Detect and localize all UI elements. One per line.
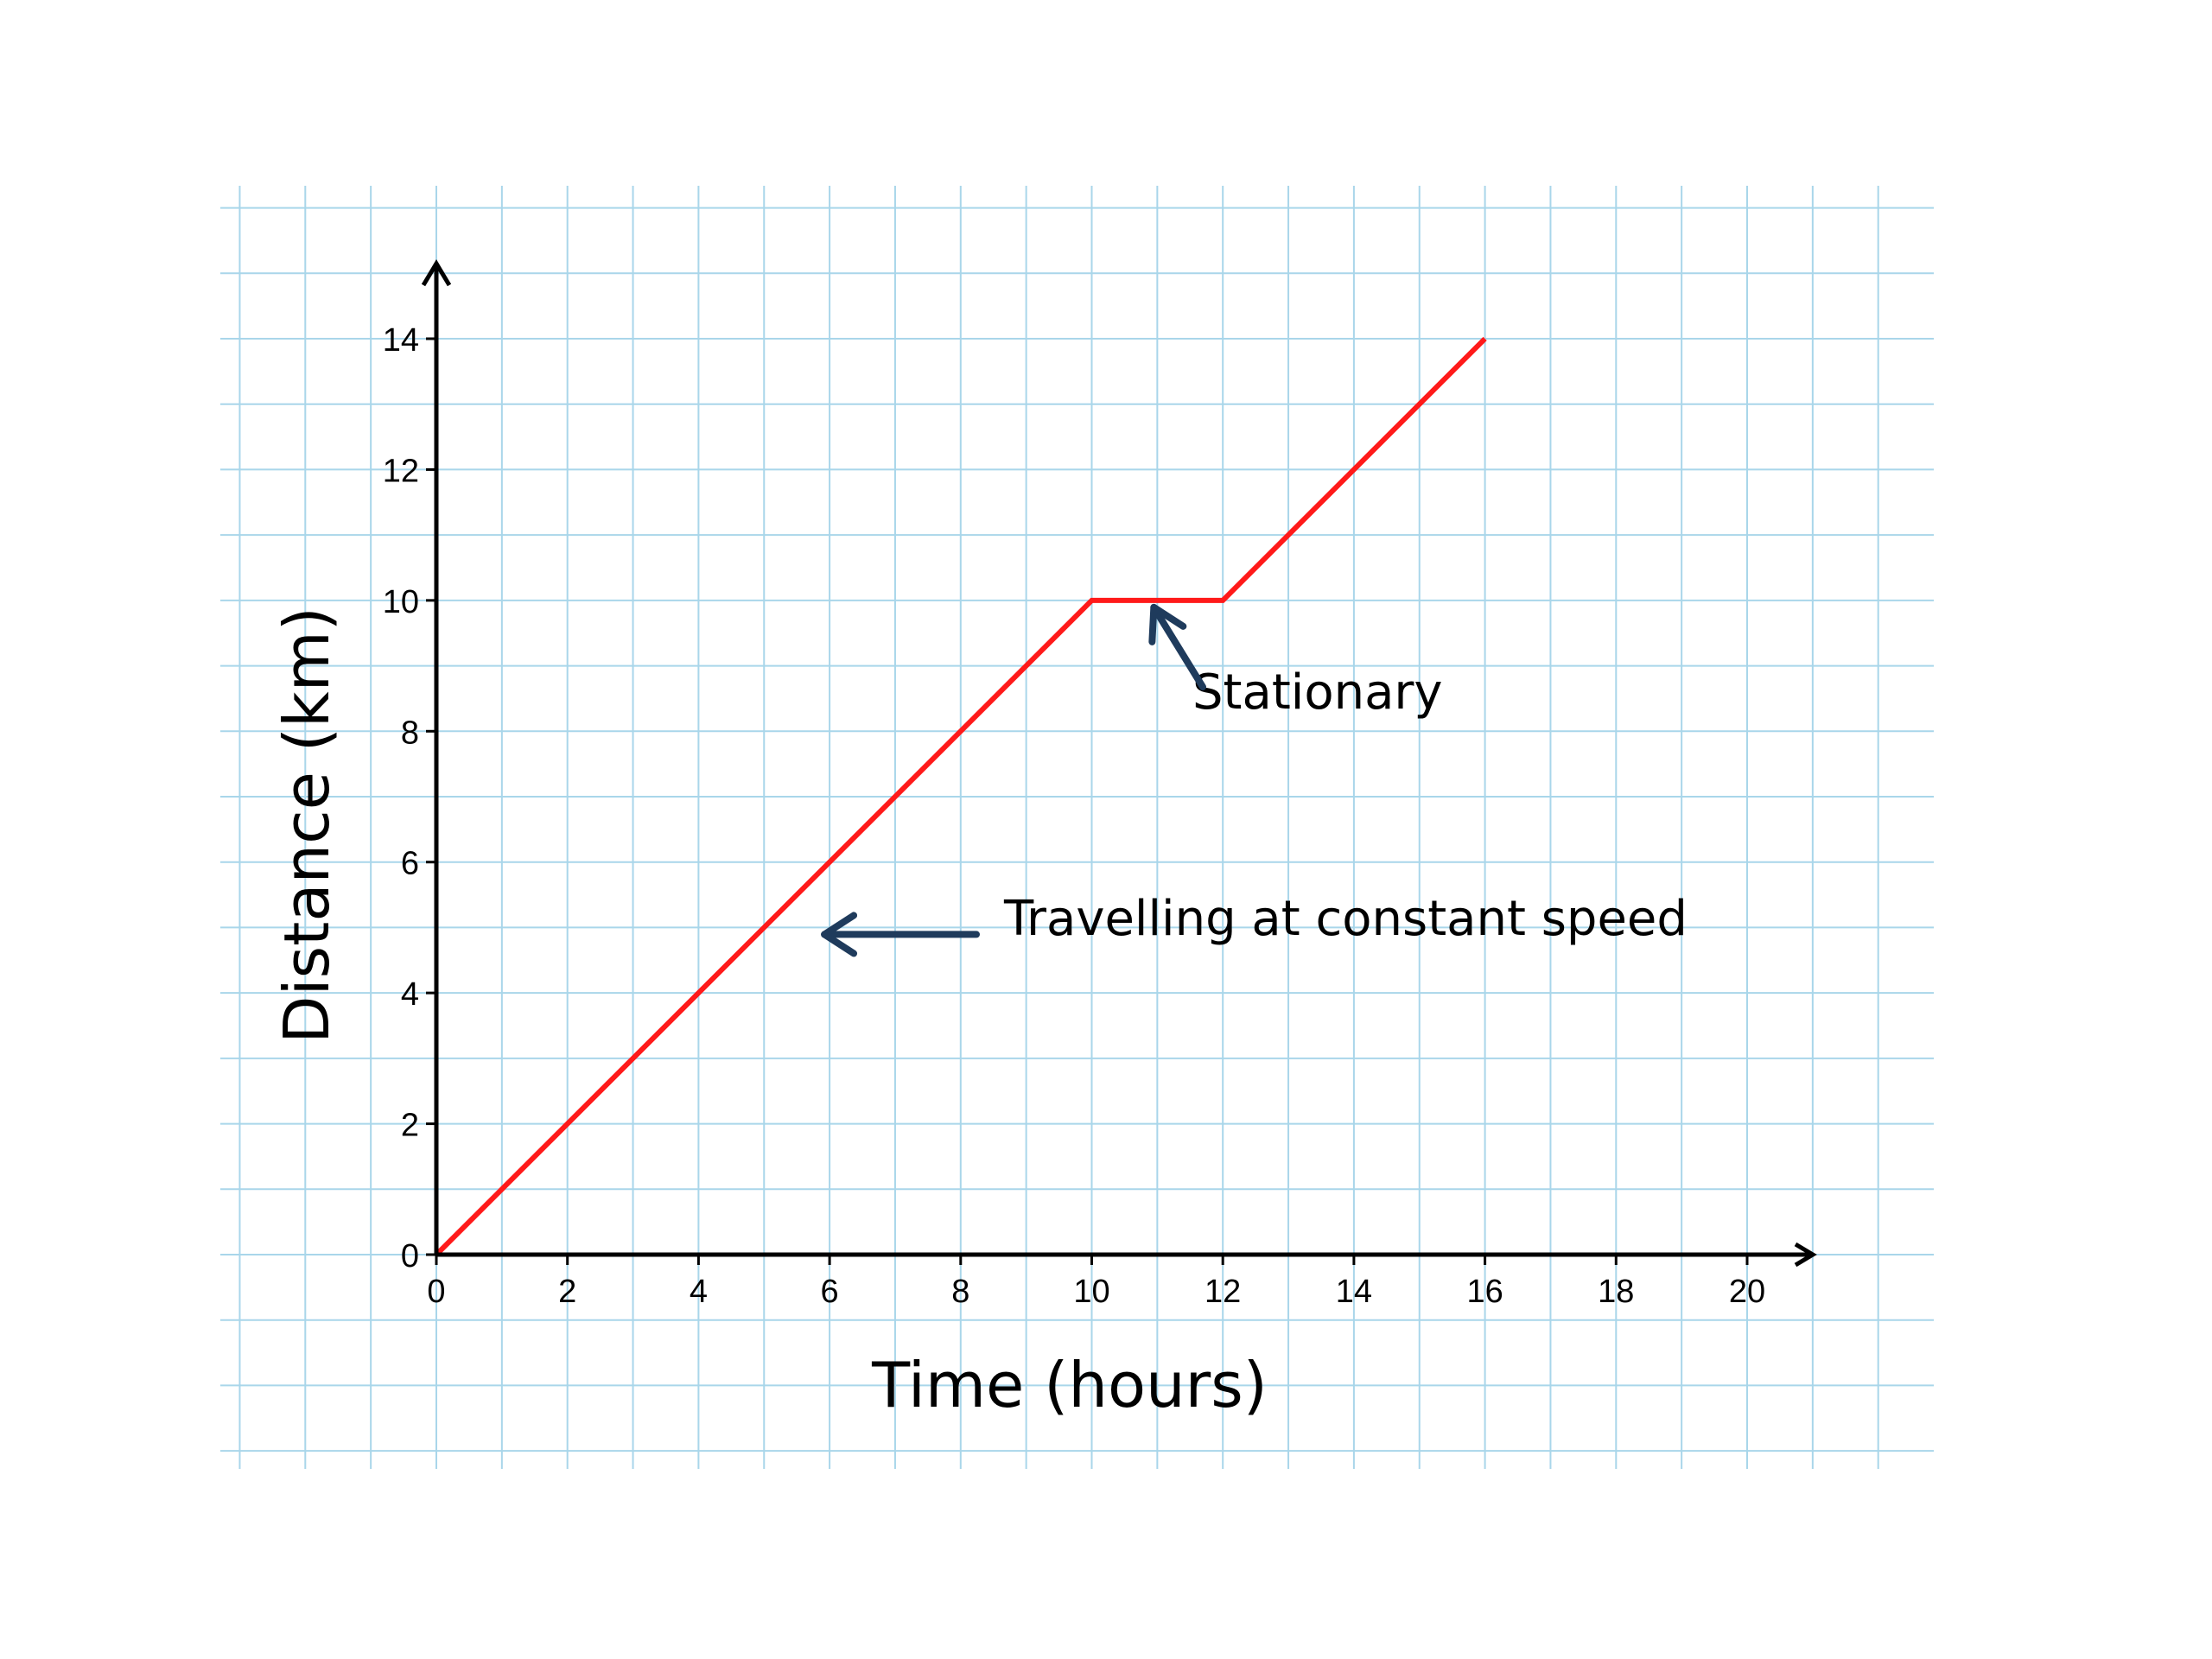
- series-layer: [434, 336, 1487, 1257]
- x-tick-label-20: 20: [1729, 1274, 1765, 1310]
- x-axis-title: Time (hours): [871, 1349, 1268, 1421]
- x-tick-label-12: 12: [1205, 1274, 1241, 1310]
- y-tick-label-6: 6: [401, 846, 419, 882]
- series-line-0: [434, 336, 1487, 1257]
- x-tick-label-8: 8: [951, 1274, 969, 1310]
- tick-labels: 0 2 4 6 8 10 12 14 16 18 20 0 2 4 6 8 10 12 14: [383, 322, 1765, 1310]
- x-tick-label-4: 4: [690, 1274, 708, 1310]
- axes: [421, 259, 1817, 1268]
- axis-ticks: [426, 337, 1749, 1265]
- y-tick-label-8: 8: [401, 715, 419, 751]
- y-tick-label-10: 10: [383, 584, 419, 620]
- annotations: Stationary Travelling at constant speed: [821, 603, 1688, 957]
- x-axis-arrowhead: [1794, 1242, 1817, 1268]
- y-axis-arrowhead: [421, 259, 452, 287]
- x-tick-label-0: 0: [427, 1274, 445, 1310]
- y-tick-label-4: 4: [401, 976, 419, 1013]
- annotation-constant-speed: Travelling at constant speed: [1003, 891, 1688, 947]
- x-tick-label-18: 18: [1598, 1274, 1634, 1310]
- annotation-arrow-stationary: [1150, 603, 1206, 690]
- x-tick-label-2: 2: [558, 1274, 576, 1310]
- y-tick-label-12: 12: [383, 453, 419, 489]
- annotation-arrowhead-constant-speed: [821, 912, 858, 957]
- x-tick-label-14: 14: [1336, 1274, 1372, 1310]
- annotation-arrowhead-stationary: [1148, 603, 1187, 645]
- x-tick-label-6: 6: [821, 1274, 839, 1310]
- x-tick-label-10: 10: [1073, 1274, 1109, 1310]
- y-axis-title: Distance (km): [270, 607, 343, 1044]
- y-tick-label-0: 0: [401, 1238, 419, 1274]
- annotation-stationary: Stationary: [1192, 664, 1443, 721]
- y-tick-label-2: 2: [401, 1108, 419, 1144]
- x-tick-label-16: 16: [1466, 1274, 1503, 1310]
- y-tick-label-14: 14: [383, 322, 419, 359]
